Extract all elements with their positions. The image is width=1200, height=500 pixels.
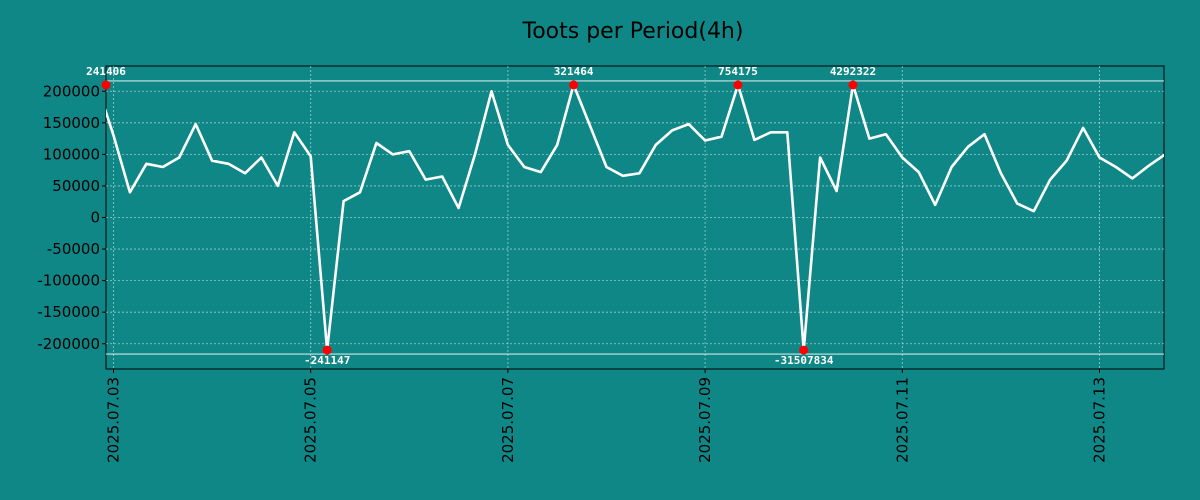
y-tick-label: 150000 [43, 114, 100, 132]
peak-markers [101, 80, 858, 355]
peak-marker [733, 80, 743, 90]
clip-limit-lines [106, 80, 1164, 355]
y-tick-label: -150000 [37, 303, 100, 321]
y-tick-label: -50000 [47, 240, 100, 258]
x-tick-label: 2025.07.09 [696, 377, 714, 463]
peak-annotation: 321464 [554, 65, 594, 78]
peak-marker [101, 80, 111, 90]
y-axis: -200000 -150000 -100000 -50000 0 50000 100000 1… [37, 82, 106, 353]
peak-marker [322, 345, 332, 355]
peak-annotation: 754175 [718, 65, 758, 78]
x-tick-label: 2025.07.03 [105, 377, 123, 463]
x-axis: 2025.07.03 2025.07.05 2025.07.07 2025.07.09… [105, 369, 1109, 463]
peak-annotation: 4292322 [830, 65, 876, 78]
y-tick-label: 50000 [52, 177, 100, 195]
y-tick-label: -200000 [37, 335, 100, 353]
series-line [106, 83, 1164, 352]
x-tick-label: 2025.07.05 [302, 377, 320, 463]
peak-marker [848, 80, 858, 90]
y-tick-label: 200000 [43, 82, 100, 100]
peak-annotation: -241147 [304, 354, 350, 367]
grid [106, 66, 1164, 369]
y-tick-label: -100000 [37, 272, 100, 290]
y-tick-label: 0 [90, 209, 100, 227]
series-layer [106, 83, 1164, 352]
x-tick-label: 2025.07.13 [1091, 377, 1109, 463]
x-tick-label: 2025.07.11 [893, 377, 911, 463]
peak-annotation: -31507834 [774, 354, 834, 367]
peak-annotations: 241406 -241147 321464 754175 -31507834 429232… [86, 65, 876, 367]
y-tick-label: 100000 [43, 145, 100, 163]
x-tick-label: 2025.07.07 [499, 377, 517, 463]
peak-marker [799, 345, 809, 355]
peak-annotation: 241406 [86, 65, 126, 78]
chart-title: Toots per Period(4h) [522, 19, 744, 44]
peak-marker [569, 80, 579, 90]
